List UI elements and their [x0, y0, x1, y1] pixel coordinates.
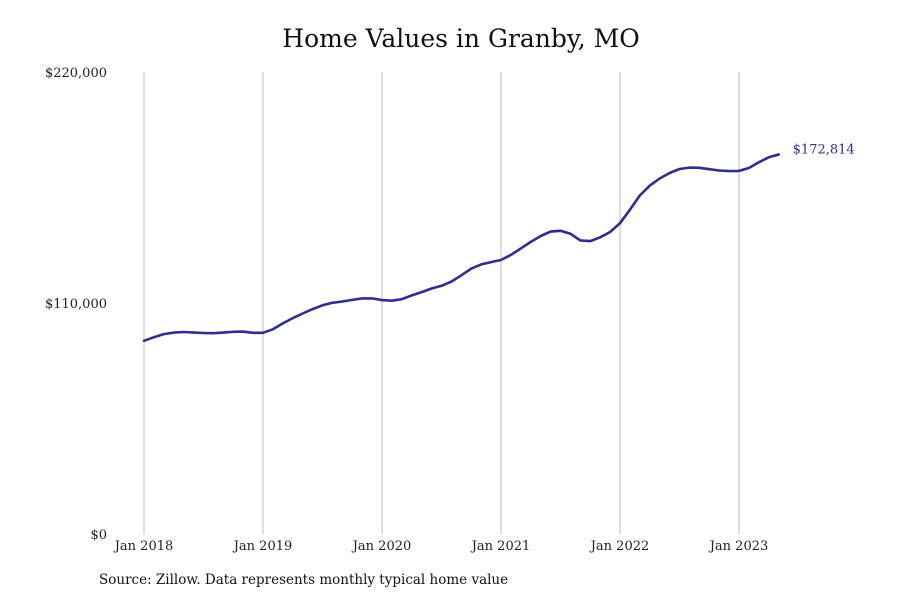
data-point — [391, 300, 392, 301]
data-point — [362, 298, 363, 299]
data-point — [292, 318, 293, 319]
data-point — [600, 237, 601, 238]
x-axis-tick-labels: Jan 2018 Jan 2019 Jan 2020 Jan 2021 Jan 2022… — [113, 539, 769, 554]
data-point — [748, 167, 749, 168]
data-point — [570, 233, 571, 234]
data-point — [758, 162, 759, 163]
chart-title: Home Values in Granby, MO — [282, 24, 640, 53]
data-point — [768, 157, 769, 158]
data-point — [223, 332, 224, 333]
data-point — [659, 178, 660, 179]
data-point — [163, 334, 164, 335]
x-tick-label: Jan 2018 — [113, 539, 174, 554]
data-point — [411, 295, 412, 296]
data-point — [193, 332, 194, 333]
data-point — [510, 254, 511, 255]
data-point — [312, 309, 313, 310]
data-point — [183, 331, 184, 332]
data-point — [342, 301, 343, 302]
data-point — [203, 332, 204, 333]
last-value-label: $172,814 — [793, 143, 855, 158]
data-point — [471, 268, 472, 269]
y-tick-label: $110,000 — [45, 297, 107, 312]
x-tick-label: Jan 2020 — [351, 539, 412, 554]
data-point — [500, 259, 501, 260]
data-point — [381, 300, 382, 301]
x-tick-label: Jan 2021 — [470, 539, 531, 554]
data-point — [610, 231, 611, 232]
data-point — [233, 331, 234, 332]
data-point — [173, 332, 174, 333]
data-point — [421, 292, 422, 293]
x-tick-label: Jan 2019 — [232, 539, 293, 554]
data-point — [729, 171, 730, 172]
x-tick-label: Jan 2023 — [708, 539, 769, 554]
data-point — [302, 313, 303, 314]
data-point — [669, 172, 670, 173]
data-point — [590, 241, 591, 242]
data-point — [580, 240, 581, 241]
data-point — [719, 170, 720, 171]
data-point — [491, 262, 492, 263]
data-point — [520, 248, 521, 249]
data-point — [243, 331, 244, 332]
data-point — [550, 231, 551, 232]
data-point — [431, 288, 432, 289]
x-tick-label: Jan 2022 — [589, 539, 650, 554]
data-point — [709, 169, 710, 170]
data-point — [699, 167, 700, 168]
y-tick-label: $0 — [90, 528, 107, 543]
data-point — [153, 337, 154, 338]
series-layer — [142, 153, 781, 343]
data-point — [372, 298, 373, 299]
data-point — [629, 209, 630, 210]
data-point — [540, 235, 541, 236]
data-point — [689, 167, 690, 168]
data-point — [530, 241, 531, 242]
data-point — [649, 185, 650, 186]
data-point — [213, 333, 214, 334]
grid-lines — [143, 72, 740, 534]
data-point — [282, 323, 283, 324]
data-point — [441, 285, 442, 286]
data-point — [272, 329, 273, 330]
data-point — [461, 275, 462, 276]
data-point — [262, 332, 263, 333]
data-point — [639, 195, 640, 196]
data-point — [451, 281, 452, 282]
data-point — [778, 154, 779, 155]
y-axis-tick-labels: $0 $110,000 $220,000 — [45, 66, 107, 543]
data-point — [738, 170, 739, 171]
source-note: Source: Zillow. Data represents monthly … — [99, 572, 509, 588]
data-point — [322, 305, 323, 306]
data-point — [481, 264, 482, 265]
data-point — [332, 302, 333, 303]
data-point — [253, 332, 254, 333]
data-point — [143, 340, 144, 341]
data-point — [560, 230, 561, 231]
data-point — [401, 299, 402, 300]
data-point — [679, 168, 680, 169]
y-tick-label: $220,000 — [45, 66, 107, 81]
series-line — [142, 153, 781, 343]
data-point — [619, 223, 620, 224]
data-point — [352, 299, 353, 300]
